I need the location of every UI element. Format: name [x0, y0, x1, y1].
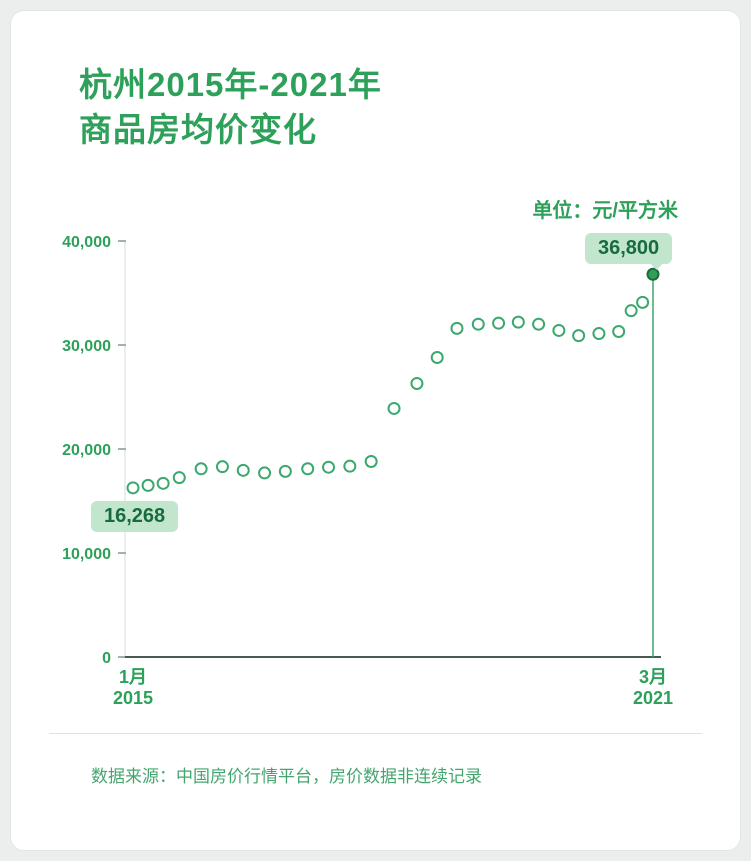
svg-text:40,000: 40,000 [62, 234, 111, 251]
svg-text:2015: 2015 [113, 688, 153, 708]
chart-title: 杭州2015年-2021年 商品房均价变化 [79, 63, 696, 152]
svg-text:2021: 2021 [633, 688, 673, 708]
svg-text:0: 0 [102, 650, 111, 667]
svg-text:20,000: 20,000 [62, 442, 111, 459]
data-source-note: 数据来源：中国房价行情平台，房价数据非连续记录 [91, 767, 482, 787]
svg-text:30,000: 30,000 [62, 338, 111, 355]
svg-text:10,000: 10,000 [62, 546, 111, 563]
first-value-badge: 16,268 [91, 500, 179, 532]
svg-text:1月: 1月 [119, 667, 147, 687]
chart-card: 杭州2015年-2021年 商品房均价变化 单位：元/平方米 40,000 30,0… [10, 10, 741, 851]
unit-label: 单位：元/平方米 [532, 200, 678, 223]
chart-title-line2: 商品房均价变化 [79, 110, 317, 148]
svg-text:3月: 3月 [639, 667, 667, 687]
chart-title-line1: 杭州2015年-2021年 [79, 66, 382, 103]
last-value-badge: 36,800 [585, 233, 673, 265]
footer-divider [49, 733, 702, 735]
scatter-chart: 40,000 30,000 20,000 10,000 0 1月 2015 3月 2021 16… [55, 227, 695, 709]
